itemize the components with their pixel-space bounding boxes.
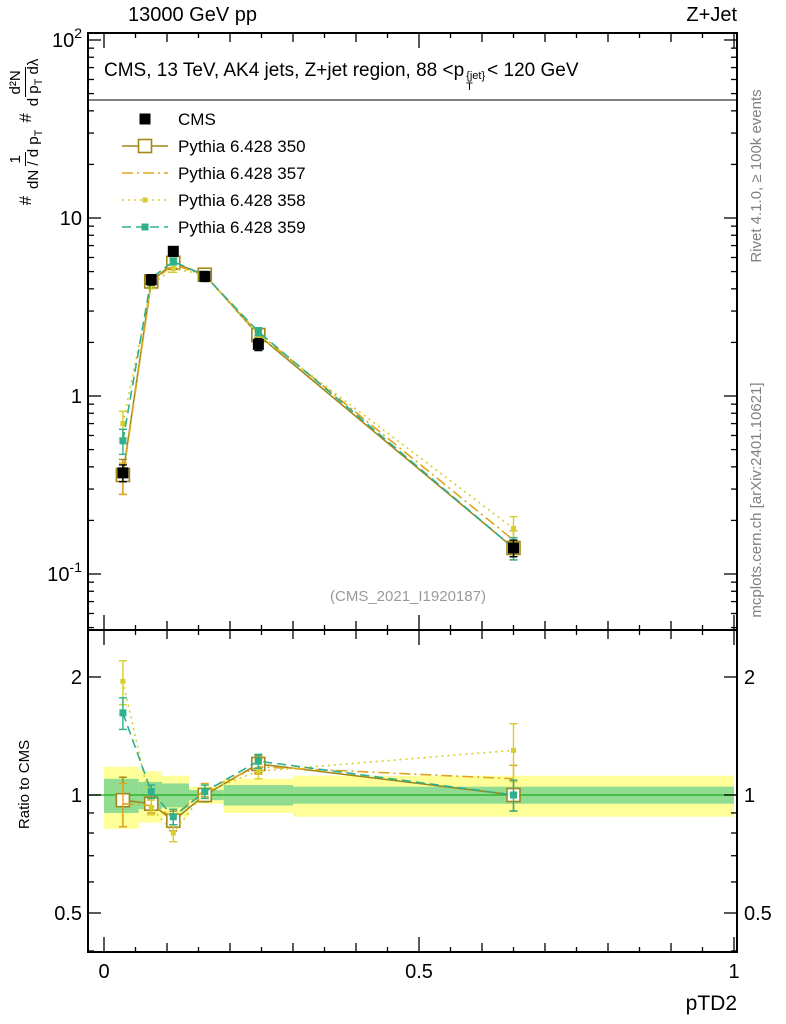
series-pythia-6-428-357 xyxy=(118,260,518,552)
series-pythia-6-428-359 xyxy=(118,697,518,826)
series-pythia-6-428-350 xyxy=(115,255,521,561)
svg-text:10: 10 xyxy=(60,208,82,230)
fraction-1: 1 dN / d pT xyxy=(7,129,45,189)
svg-text:0.5: 0.5 xyxy=(744,903,772,925)
legend-label: Pythia 6.428 350 xyxy=(178,137,306,156)
rivet-version-note: Rivet 4.1.0, ≥ 100k events xyxy=(748,89,765,263)
svg-text:1: 1 xyxy=(744,785,755,807)
legend: CMS Pythia 6.428 350 Pythia 6.428 357 Pythi… xyxy=(122,110,306,237)
axis-tick-labels: 10-1 1 10 102 0.5 0.5 1 1 2 2 0 0.5 1 xyxy=(47,25,772,983)
svg-text:0.5: 0.5 xyxy=(405,961,433,983)
legend-label: CMS xyxy=(178,110,216,129)
svg-text:2: 2 xyxy=(71,667,82,689)
legend-label: Pythia 6.428 358 xyxy=(178,191,306,210)
svg-text:2: 2 xyxy=(744,667,755,689)
ratio-panel-frame xyxy=(87,629,738,953)
process-label: Z+Jet xyxy=(686,4,737,26)
series-cms xyxy=(117,245,519,558)
svg-text:102: 102 xyxy=(52,25,82,52)
legend-label: Pythia 6.428 357 xyxy=(178,164,306,183)
beam-energy-label: 13000 GeV pp xyxy=(128,4,257,26)
svg-text:1: 1 xyxy=(71,386,82,408)
pt-jet-subsup: {jet} T xyxy=(466,70,486,93)
y-axis-label-top: # 1 dN / d pT # d²N d pT dλ xyxy=(7,58,45,206)
series-pythia-6-428-359 xyxy=(118,257,518,561)
y-axis-label-ratio: Ratio to CMS xyxy=(16,739,33,830)
svg-text:0.5: 0.5 xyxy=(54,903,82,925)
svg-text:1: 1 xyxy=(728,961,739,983)
legend-label: Pythia 6.428 359 xyxy=(178,218,306,237)
svg-text:0: 0 xyxy=(98,961,109,983)
svg-text:10-1: 10-1 xyxy=(47,559,82,586)
fraction-2: d²N d pT dλ xyxy=(7,58,45,107)
mcplots-arxiv-note: mcplots.cern.ch [arXiv:2401.10621] xyxy=(748,382,765,618)
svg-text:1: 1 xyxy=(71,785,82,807)
plot-title: CMS, 13 TeV, AK4 jets, Z+jet region, 88 … xyxy=(104,60,579,93)
x-axis-label: pTD2 xyxy=(685,992,737,1015)
plot-title-text: CMS, 13 TeV, AK4 jets, Z+jet region, 88 … xyxy=(104,60,465,81)
analysis-id-watermark: (CMS_2021_I1920187) xyxy=(330,588,486,605)
